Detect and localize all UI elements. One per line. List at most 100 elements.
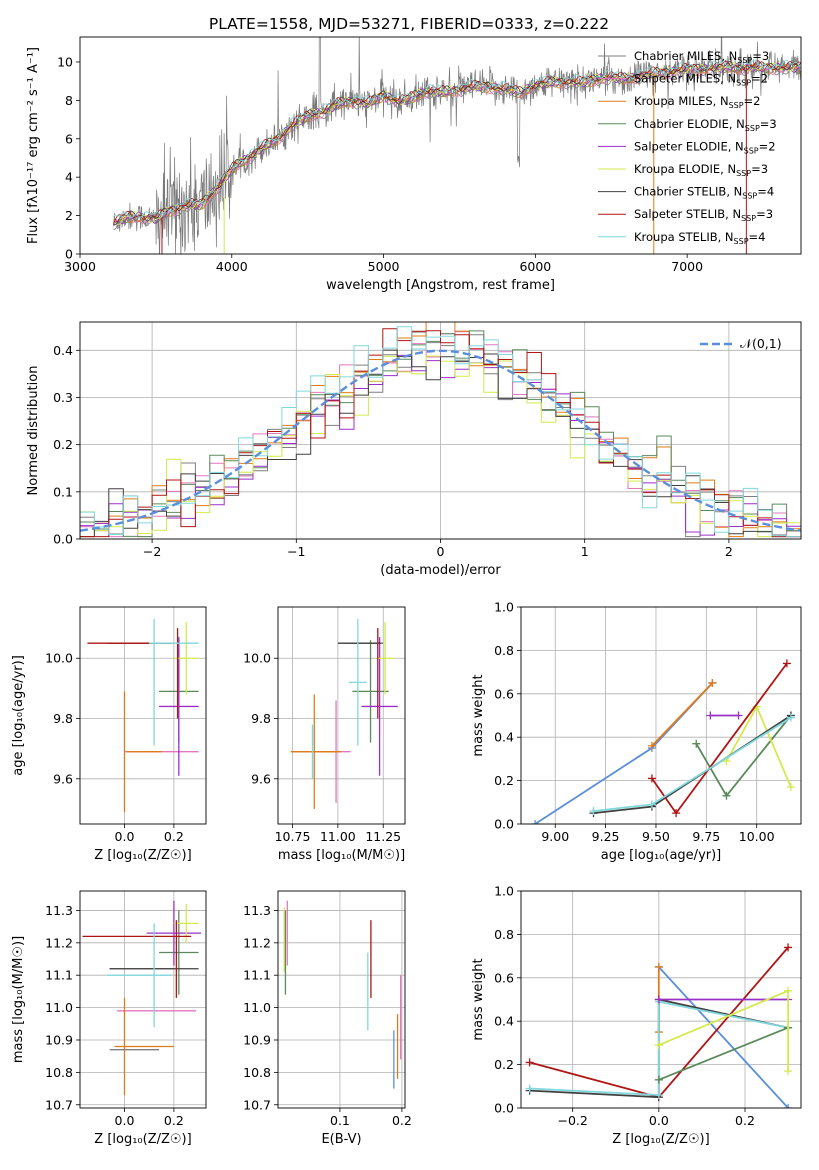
x-tick-label: 1 [581, 544, 589, 559]
age_weight-plot-area [531, 659, 795, 824]
y-tick-label: 10.9 [45, 1032, 73, 1047]
y-tick-label: 11.3 [243, 903, 271, 918]
x-tick-label: 3000 [64, 259, 96, 274]
y-tick-label: 10.0 [45, 651, 73, 666]
x-tick-label: 7000 [671, 259, 703, 274]
weight-marker-kroupa_stelib [525, 1084, 534, 1093]
axes-frame [79, 321, 802, 540]
normal-curve [80, 349, 801, 532]
y-axis-label: mass weight [471, 674, 486, 756]
weight-line-gauss [658, 966, 789, 1108]
weight-marker-salpeter_elodie [706, 711, 715, 720]
x-tick-label: −2 [143, 544, 161, 559]
x-tick-label: 0.2 [392, 1113, 412, 1128]
axes-frame [520, 606, 802, 825]
weight-marker-salpeter_elodie [734, 711, 743, 720]
y-tick-label: 11.0 [45, 1000, 73, 1015]
y-tick-label: 11.0 [243, 1000, 271, 1015]
weight-line-chabrier_elodie [658, 1026, 789, 1081]
weight-marker-chabrier_elodie [722, 791, 731, 800]
x-axis-label: wavelength [Angstrom, rest frame] [326, 278, 555, 293]
x-axis-label: E(B-V) [321, 1132, 361, 1147]
z_age-plot-area [87, 619, 199, 812]
y-tick-label: 11.1 [45, 968, 73, 983]
legend-label: Chabrier STELIB, NSSP=4 [634, 185, 774, 201]
legend-label: Kroupa ELODIE, NSSP=3 [634, 162, 768, 178]
y-tick-label: 0.8 [494, 643, 514, 658]
weight-line-gauss [534, 682, 714, 824]
legend-label: Salpeter STELIB, NSSP=3 [634, 207, 773, 223]
x-tick-label: 10.00 [739, 829, 775, 844]
x-tick-label: 9.50 [642, 829, 670, 844]
x-axis-label: age [log₁₀(age/yr)] [601, 848, 722, 863]
weight-marker-kroupa_stelib [589, 806, 598, 815]
weight-marker-salpeter_stelib [672, 809, 681, 818]
weight-marker-kroupa_miles [647, 741, 656, 750]
y-axis-label: Normed distribution [26, 366, 41, 496]
weight-marker-kroupa_stelib [654, 1090, 663, 1099]
y-tick-label: 9.6 [251, 771, 271, 786]
weight-line-kroupa_miles [651, 682, 714, 747]
model-spectrum-kroupa_stelib [113, 59, 801, 219]
y-tick-label: 0 [65, 247, 73, 262]
x-tick-label: 0.0 [115, 829, 135, 844]
weight-marker-salpeter_stelib [525, 1058, 534, 1067]
x-tick-label: 0.2 [164, 1113, 184, 1128]
weight-line-salpeter_stelib [651, 662, 788, 815]
weight-line-kroupa_elodie [725, 704, 792, 788]
legend-label: Salpeter MILES, NSSP=2 [634, 72, 768, 88]
y-tick-label: 0.0 [494, 817, 514, 832]
weight-marker-salpeter_stelib [647, 774, 656, 783]
ebv_mass-panel: 0.1 0.2 10.7 10.8 10.9 11.0 11.1 11.2 11.3 E(B-V) [243, 890, 412, 1147]
y-tick-label: 1.0 [494, 600, 514, 615]
legend-label: Kroupa MILES, NSSP=2 [634, 94, 760, 110]
weight-line-kroupa_stelib [593, 716, 792, 812]
chart-title: PLATE=1558, MJD=53271, FIBERID=0333, z=0… [209, 15, 609, 33]
y-axis-label: mass [log₁₀(M/M☉)] [11, 936, 26, 1063]
y-tick-label: 0.4 [494, 730, 514, 745]
axes-frame [79, 890, 207, 1109]
x-tick-label: 6000 [519, 259, 551, 274]
weight-marker-salpeter_stelib [784, 943, 793, 952]
residuals-panel: −2 −1 0 1 2 0.0 0.1 0.2 0.3 0.4 (data-model)/error… [26, 321, 802, 578]
y-tick-label: 2 [65, 208, 73, 223]
model-spectrum-salpeter_stelib [113, 60, 801, 224]
x-tick-label: −0.2 [558, 1113, 588, 1128]
weight-marker-kroupa_miles [654, 962, 663, 971]
z_mass-panel: 0.0 0.2 10.7 10.8 10.9 11.0 11.1 11.2 11.3 Z [log… [11, 890, 207, 1147]
y-tick-label: 0.2 [53, 437, 73, 452]
x-tick-label: 11.00 [320, 829, 356, 844]
residuals-plot-area [80, 322, 801, 538]
x-tick-label: 0.0 [649, 1113, 669, 1128]
y-tick-label: 8 [65, 93, 73, 108]
weight-marker-kroupa_miles [708, 678, 717, 687]
y-tick-label: 9.6 [53, 771, 73, 786]
axes-frame [277, 606, 406, 825]
x-axis-label: Z [log₁₀(Z/Z☉)] [612, 1132, 709, 1147]
x-tick-label: 9.25 [592, 829, 620, 844]
y-tick-label: 10.0 [243, 651, 271, 666]
y-tick-label: 4 [65, 170, 73, 185]
axes-frame [520, 890, 802, 1109]
y-tick-label: 0.2 [494, 1057, 514, 1072]
x-axis-label: Z [log₁₀(Z/Z☉)] [94, 848, 191, 863]
axes-frame [79, 606, 207, 825]
y-tick-label: 0.0 [494, 1101, 514, 1116]
z_age-panel: 0.0 0.2 9.6 9.8 10.0 Z [log₁₀(Z/Z☉)] age [log₁… [11, 606, 207, 863]
spectrum-legend: Chabrier MILES, NSSP=3 Salpeter MILES, NS… [598, 49, 777, 246]
weight-marker-kroupa_elodie [784, 1067, 793, 1076]
spectrum-plot-area [113, 37, 801, 254]
y-tick-label: 10.7 [243, 1097, 271, 1112]
weight-marker-gauss [784, 1104, 793, 1108]
age_weight-panel: 9.00 9.25 9.50 9.75 10.00 0.0 0.2 0.4 0.6 0.8 1.0 a… [471, 600, 802, 863]
legend-label: Kroupa STELIB, NSSP=4 [634, 230, 765, 246]
y-tick-label: 11.1 [243, 968, 271, 983]
y-tick-label: 0.4 [494, 1014, 514, 1029]
y-tick-label: 0.4 [53, 343, 73, 358]
y-tick-label: 0.3 [53, 390, 73, 405]
x-tick-label: 4000 [216, 259, 248, 274]
x-axis-label: Z [log₁₀(Z/Z☉)] [94, 1132, 191, 1147]
y-tick-label: 0.1 [53, 484, 73, 499]
x-axis-label: (data-model)/error [380, 563, 501, 578]
ebv_mass-plot-area [283, 900, 402, 1089]
